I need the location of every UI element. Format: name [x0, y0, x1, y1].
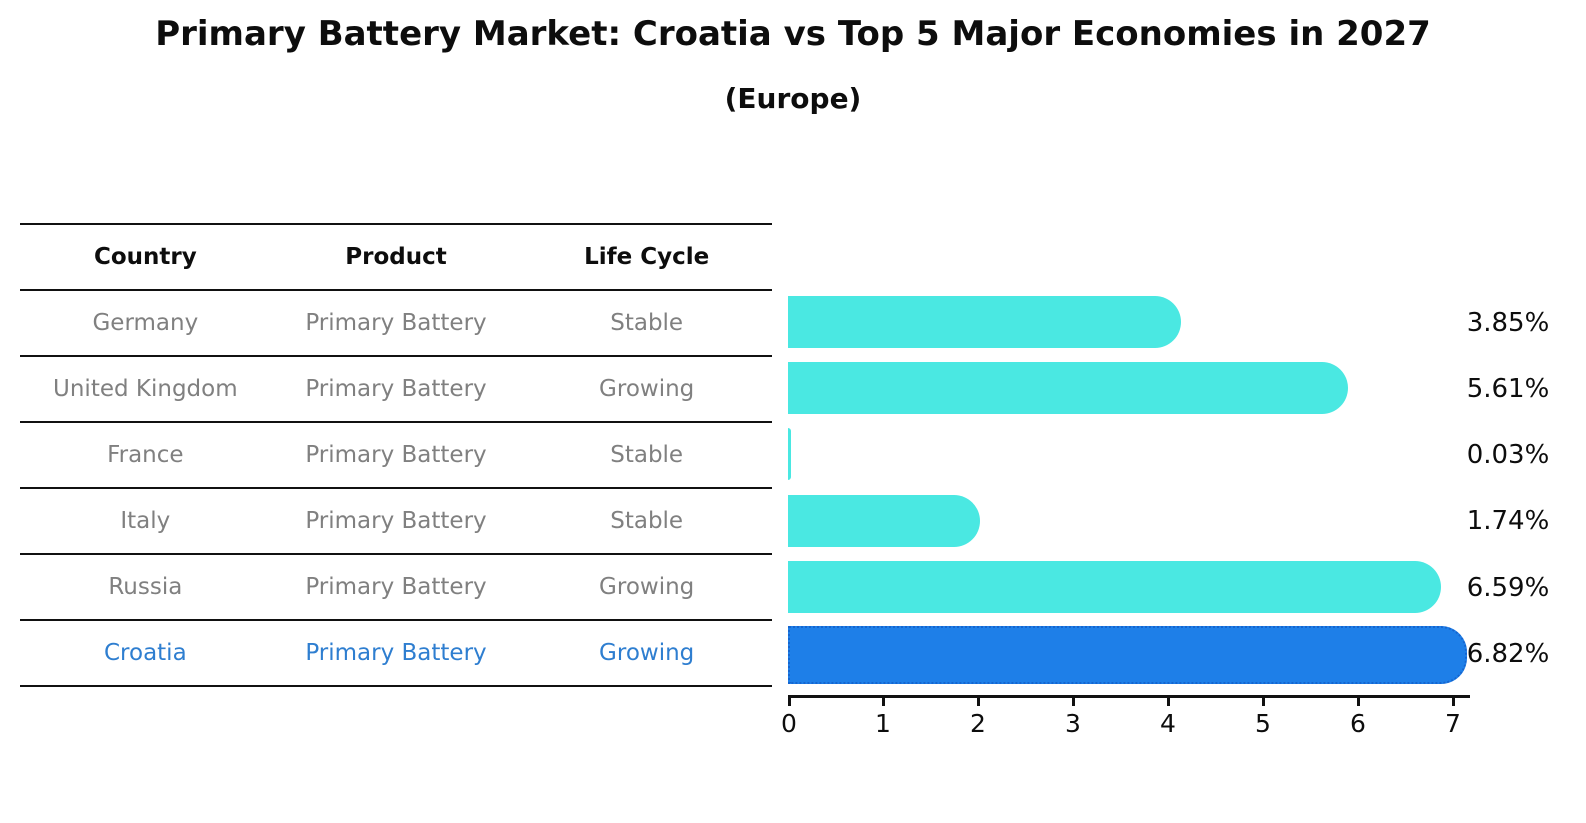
bar-plot: 0 1 2 3 4 5 6 7 — [781, 289, 1470, 738]
cell-life-cycle: Growing — [599, 574, 695, 600]
table-row-croatia: Croatia Primary Battery Growing — [20, 621, 772, 687]
x-axis-tick — [1452, 695, 1455, 706]
x-axis-tick — [788, 695, 791, 706]
x-axis-tick — [882, 695, 885, 706]
cell-product: Primary Battery — [305, 574, 487, 600]
cell-country: Germany — [92, 310, 199, 336]
table-row: Russia Primary Battery Growing — [20, 555, 772, 621]
bar-united-kingdom — [788, 362, 1348, 414]
cell-life-cycle: Growing — [599, 376, 695, 402]
cell-life-cycle: Stable — [610, 442, 684, 468]
chart-subtitle: (Europe) — [724, 82, 862, 115]
table-row: France Primary Battery Stable — [20, 423, 772, 489]
bar-russia — [788, 561, 1442, 613]
x-axis-tick-label: 0 — [781, 709, 797, 738]
x-axis-tick-label: 3 — [1065, 709, 1081, 738]
cell-country: Croatia — [103, 640, 187, 666]
cell-life-cycle: Stable — [610, 508, 684, 534]
bar-germany — [788, 296, 1181, 348]
x-axis-tick-label: 6 — [1350, 709, 1366, 738]
x-axis-tick-label: 2 — [970, 709, 986, 738]
x-axis-tick-label: 4 — [1160, 709, 1176, 738]
bar-value-label: 1.74% — [1466, 506, 1550, 536]
country-table: Country Product Life Cycle Germany Prima… — [20, 223, 772, 687]
x-axis-tick-label: 7 — [1445, 709, 1461, 738]
cell-product: Primary Battery — [305, 310, 487, 336]
chart-title: Primary Battery Market: Croatia vs Top 5… — [155, 14, 1431, 54]
cell-country: Italy — [120, 508, 171, 534]
bar-value-label: 6.59% — [1466, 573, 1550, 603]
x-axis-tick — [1262, 695, 1265, 706]
bar-croatia — [788, 626, 1467, 684]
cell-life-cycle: Stable — [610, 310, 684, 336]
cell-country: Russia — [108, 574, 183, 600]
x-axis-tick — [977, 695, 980, 706]
table-row: Germany Primary Battery Stable — [20, 291, 772, 357]
table-row: United Kingdom Primary Battery Growing — [20, 357, 772, 423]
bar-france — [788, 428, 791, 480]
table-header-row: Country Product Life Cycle — [20, 225, 772, 291]
bar-value-label: 3.85% — [1466, 308, 1550, 338]
x-axis-tick — [1357, 695, 1360, 706]
cell-product: Primary Battery — [305, 376, 487, 402]
cell-life-cycle: Growing — [599, 640, 695, 666]
cell-product: Primary Battery — [305, 442, 487, 468]
x-axis-tick — [1167, 695, 1170, 706]
header-country: Country — [93, 244, 197, 270]
bar-value-label: 0.03% — [1466, 440, 1550, 470]
cell-product: Primary Battery — [305, 508, 487, 534]
table-row: Italy Primary Battery Stable — [20, 489, 772, 555]
bar-value-label: 5.61% — [1466, 374, 1550, 404]
cell-country: France — [107, 442, 184, 468]
x-axis-tick-label: 5 — [1255, 709, 1271, 738]
cell-product: Primary Battery — [305, 640, 487, 666]
bar-value-label: 6.82% — [1466, 639, 1550, 669]
bar-italy — [788, 495, 981, 547]
header-product: Product — [345, 244, 447, 270]
cell-country: United Kingdom — [53, 376, 238, 402]
x-axis-tick — [1072, 695, 1075, 706]
header-life-cycle: Life Cycle — [584, 244, 710, 270]
x-axis-tick-label: 1 — [875, 709, 891, 738]
